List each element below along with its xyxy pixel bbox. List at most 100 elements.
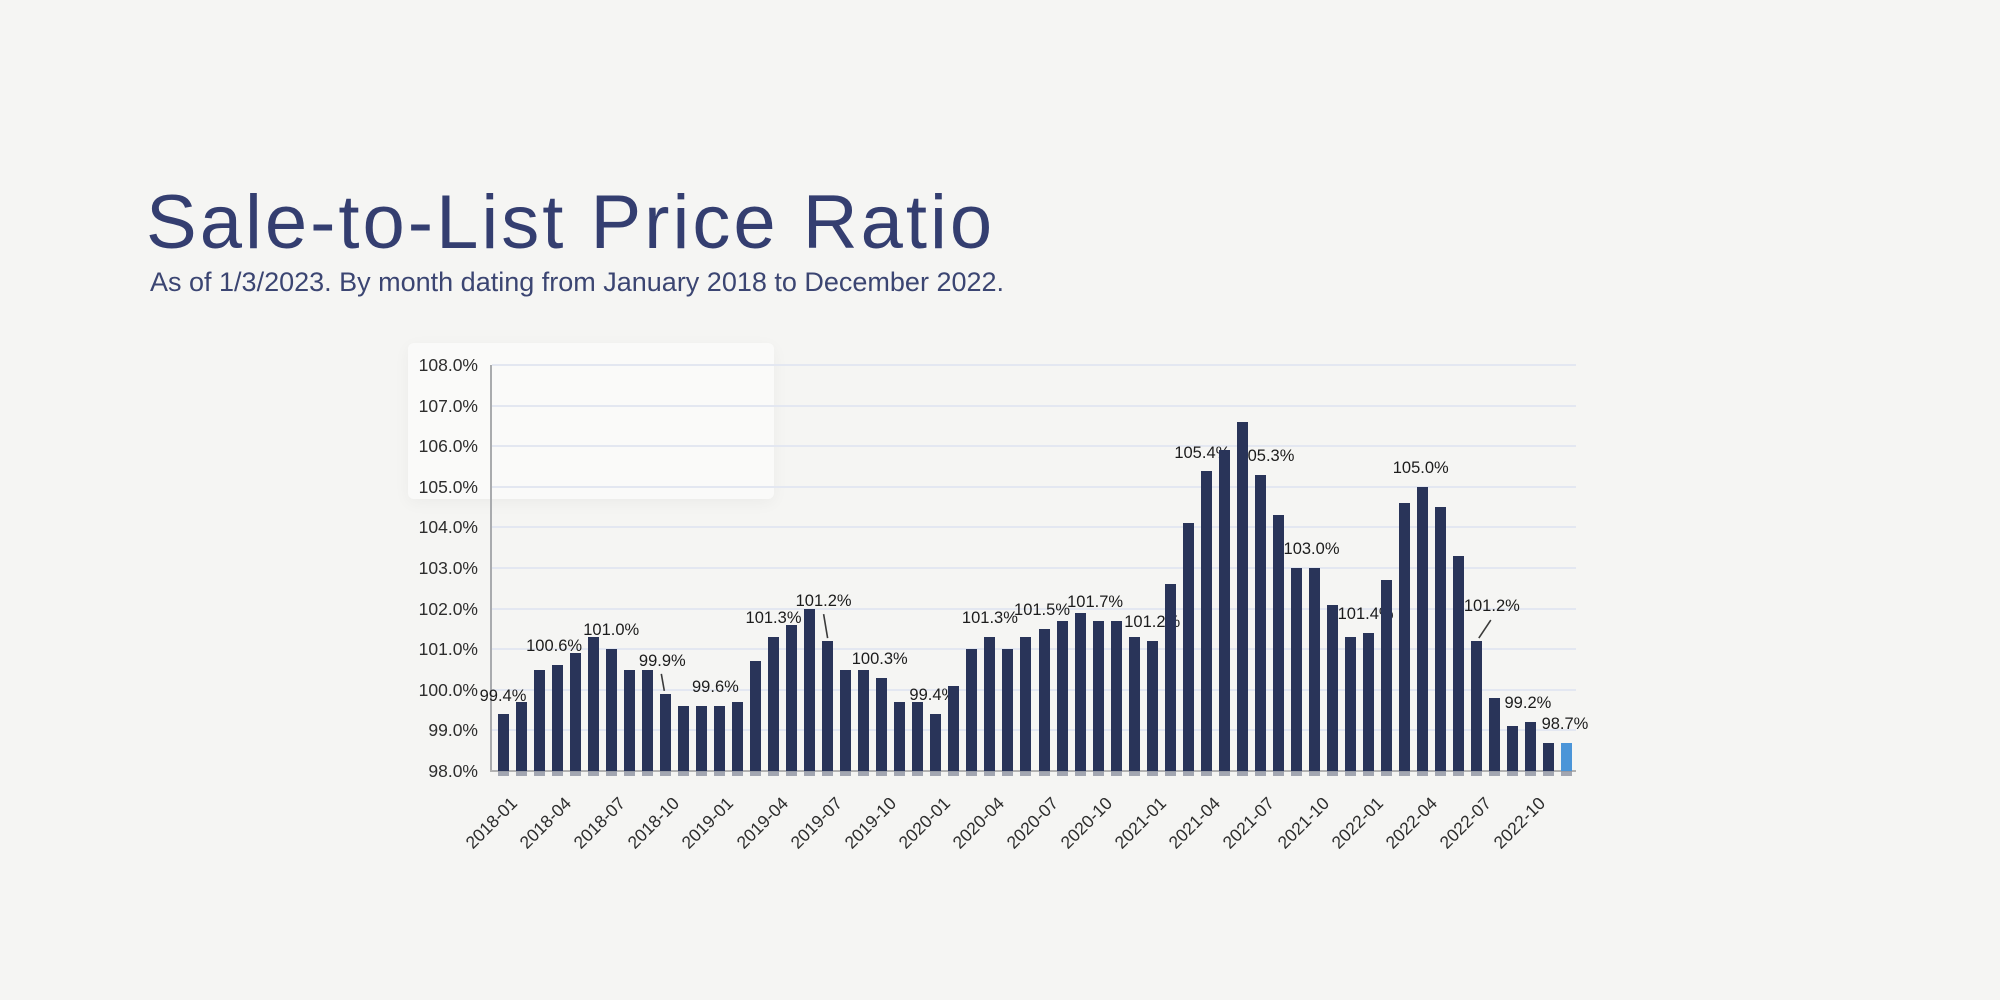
y-tick-label: 101.0% xyxy=(418,639,478,660)
y-tick-label: 100.0% xyxy=(418,679,478,700)
y-tick-label: 105.0% xyxy=(418,476,478,497)
x-tick-label: 2022-04 xyxy=(1381,793,1441,853)
bar xyxy=(533,669,545,776)
x-tick-label: 2021-04 xyxy=(1164,793,1225,853)
y-tick-label: 98.0% xyxy=(428,761,478,781)
y-tick-label: 106.0% xyxy=(418,436,478,457)
x-tick-label: 2022-10 xyxy=(1489,793,1550,853)
bar xyxy=(1146,641,1158,776)
x-tick-label: 2019-10 xyxy=(840,793,900,853)
gridline xyxy=(492,607,1576,610)
bar xyxy=(930,714,942,776)
y-tick-label: 107.0% xyxy=(418,395,478,416)
bar xyxy=(623,669,635,776)
x-axis-line xyxy=(490,770,1576,772)
watermark-panel xyxy=(408,343,774,499)
x-tick-label: 2021-10 xyxy=(1273,793,1333,853)
bar-highlighted xyxy=(1561,742,1573,777)
x-tick-label: 2022-07 xyxy=(1435,793,1495,853)
bar-value-label: 101.0% xyxy=(583,621,640,640)
bar-value-label: 98.7% xyxy=(1541,714,1589,733)
x-tick-label: 2020-10 xyxy=(1056,793,1117,853)
bar xyxy=(840,669,852,776)
bar xyxy=(1290,568,1302,776)
bar xyxy=(587,637,599,776)
bar xyxy=(641,669,653,776)
bar-value-label: 105.0% xyxy=(1392,458,1449,477)
bar-value-label: 105.3% xyxy=(1238,446,1295,465)
bar xyxy=(695,706,707,776)
bar xyxy=(1254,474,1266,777)
bar-value-label: 100.6% xyxy=(526,637,583,656)
y-tick-label: 99.0% xyxy=(428,720,478,741)
x-tick-label: 2019-01 xyxy=(677,793,738,853)
bar xyxy=(1092,620,1104,777)
x-tick-label: 2022-01 xyxy=(1327,793,1387,853)
bar xyxy=(1110,620,1122,777)
bar xyxy=(1489,697,1501,777)
bar xyxy=(1020,637,1032,776)
bar xyxy=(1471,641,1483,776)
gridline xyxy=(492,404,1576,407)
label-leader-line xyxy=(1478,619,1492,639)
x-tick-label: 2018-01 xyxy=(461,793,522,853)
bar xyxy=(677,706,689,776)
gridline xyxy=(492,526,1576,529)
bar xyxy=(749,661,761,776)
bar xyxy=(569,653,581,776)
bar xyxy=(1272,515,1284,776)
x-tick-label: 2018-10 xyxy=(623,793,684,853)
bar-value-label: 101.3% xyxy=(961,609,1018,628)
bar xyxy=(804,608,816,777)
bar xyxy=(1002,649,1014,776)
x-tick-label: 2021-01 xyxy=(1110,793,1171,853)
bar-value-label: 99.4% xyxy=(479,687,527,706)
y-tick-label: 102.0% xyxy=(418,598,478,619)
label-leader-line xyxy=(822,613,829,639)
bar-value-label: 99.2% xyxy=(1504,694,1552,713)
bar xyxy=(1543,742,1555,777)
bar-value-label: 101.3% xyxy=(745,609,802,628)
bar xyxy=(912,701,924,777)
bar xyxy=(659,693,671,777)
y-tick-label: 104.0% xyxy=(418,517,478,538)
bar xyxy=(1218,450,1230,776)
page-title: Sale-to-List Price Ratio xyxy=(146,179,996,265)
bar xyxy=(1074,612,1086,777)
bar xyxy=(1399,503,1411,776)
bar xyxy=(768,637,780,776)
bar xyxy=(1525,722,1537,776)
x-tick-label: 2020-04 xyxy=(948,793,1009,853)
bar xyxy=(1164,584,1176,776)
bar xyxy=(984,637,996,776)
gridline xyxy=(492,364,1576,366)
bar xyxy=(551,665,563,776)
bar xyxy=(1236,421,1248,777)
bar xyxy=(605,649,617,776)
bar-value-label: 101.2% xyxy=(1463,597,1520,616)
x-tick-label: 2019-04 xyxy=(732,793,792,853)
bar xyxy=(894,701,906,777)
bar-value-label: 103.0% xyxy=(1283,540,1340,558)
x-tick-label: 2021-07 xyxy=(1218,793,1279,853)
bar-value-label: 101.4% xyxy=(1337,604,1394,623)
y-axis-line xyxy=(490,365,492,771)
bar xyxy=(1345,637,1357,776)
bar-value-label: 99.6% xyxy=(692,678,739,697)
bar xyxy=(966,649,978,776)
bar xyxy=(1417,486,1429,777)
bar xyxy=(1182,523,1194,776)
bar-value-label: 100.3% xyxy=(851,649,908,668)
x-tick-label: 2019-07 xyxy=(786,793,846,853)
bar xyxy=(1038,628,1050,777)
bar xyxy=(1381,580,1393,776)
bar xyxy=(1327,604,1339,777)
bar xyxy=(1363,632,1375,777)
bar xyxy=(731,701,743,777)
gridline xyxy=(492,445,1576,448)
bar-value-label: 101.7% xyxy=(1067,592,1124,611)
bar xyxy=(1435,507,1447,776)
gridline xyxy=(492,648,1576,651)
